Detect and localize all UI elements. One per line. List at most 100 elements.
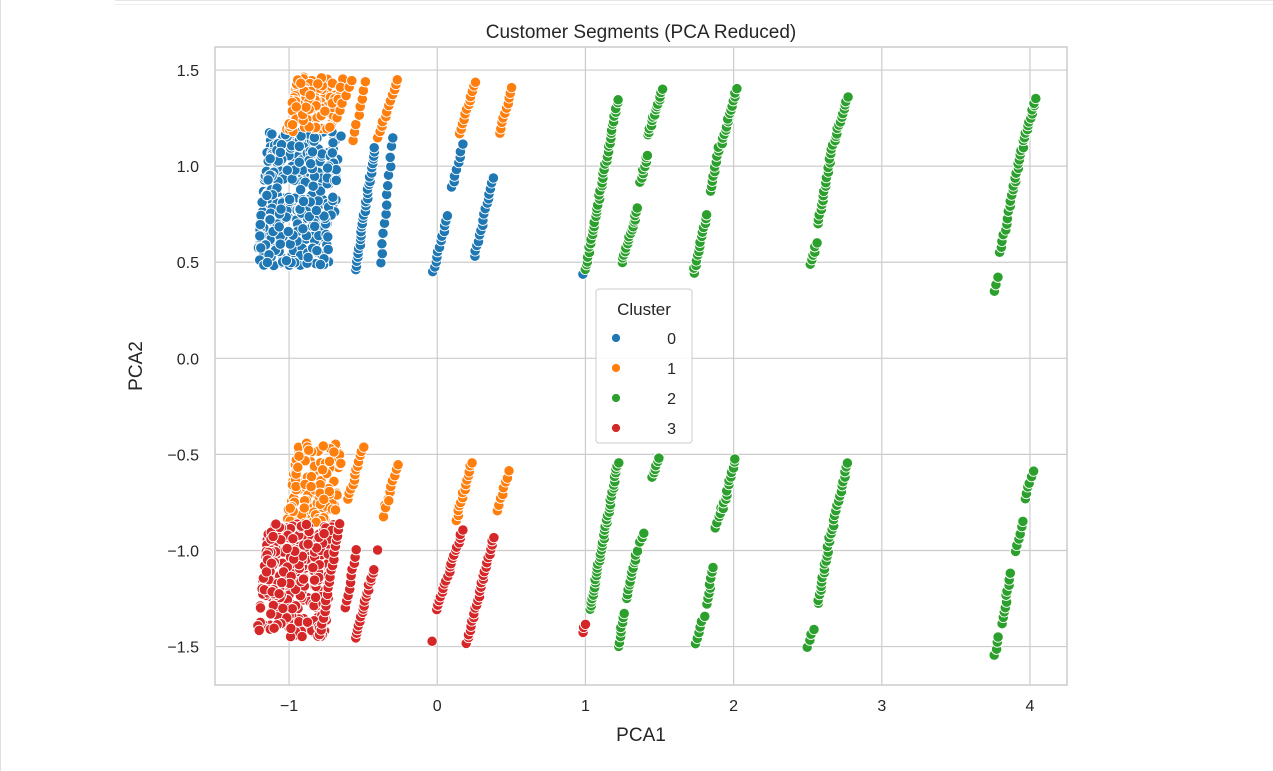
data-point-cluster-0 — [254, 218, 266, 231]
data-point-cluster-3 — [254, 602, 267, 614]
data-point-cluster-0 — [254, 230, 266, 242]
data-point-cluster-2 — [811, 237, 823, 249]
data-point-cluster-0 — [266, 128, 278, 140]
data-point-cluster-3 — [273, 588, 285, 600]
y-tick-label: 0.0 — [177, 351, 199, 368]
data-point-cluster-0 — [264, 153, 276, 165]
data-point-cluster-0 — [293, 140, 305, 153]
data-point-cluster-0 — [375, 257, 387, 269]
data-point-cluster-0 — [368, 142, 380, 154]
y-tick-label: 0.5 — [177, 255, 199, 272]
data-point-cluster-0 — [282, 225, 294, 238]
y-tick-label: −1.5 — [167, 640, 199, 657]
data-point-cluster-1 — [318, 493, 330, 506]
data-point-cluster-3 — [307, 561, 319, 574]
data-point-cluster-0 — [311, 244, 323, 257]
data-point-cluster-0 — [283, 193, 296, 206]
data-point-cluster-1 — [319, 105, 331, 117]
data-point-cluster-3 — [276, 576, 288, 589]
data-point-cluster-1 — [358, 441, 370, 453]
legend-box — [595, 288, 693, 444]
data-point-cluster-3 — [308, 574, 321, 586]
data-point-cluster-3 — [302, 538, 314, 550]
data-point-cluster-0 — [326, 147, 338, 159]
data-point-cluster-0 — [378, 217, 391, 229]
data-point-cluster-3 — [301, 616, 314, 628]
data-point-cluster-2 — [1017, 515, 1029, 528]
data-point-cluster-0 — [264, 214, 276, 226]
data-point-cluster-0 — [327, 191, 339, 203]
data-point-cluster-1 — [295, 77, 307, 89]
data-point-cluster-1 — [383, 495, 395, 507]
data-point-cluster-1 — [466, 457, 478, 469]
data-point-cluster-2 — [641, 149, 654, 162]
cell-left-border — [0, 0, 1, 771]
data-point-cluster-2 — [699, 610, 711, 623]
x-tick-label: 3 — [877, 698, 886, 715]
data-point-cluster-1 — [312, 78, 324, 90]
data-point-cluster-1 — [298, 502, 310, 514]
data-point-cluster-1 — [300, 101, 312, 113]
data-point-cluster-1 — [284, 502, 296, 514]
data-point-cluster-0 — [321, 162, 334, 174]
data-point-cluster-0 — [441, 210, 454, 222]
data-point-cluster-1 — [323, 455, 336, 468]
data-point-cluster-2 — [707, 561, 719, 574]
data-point-cluster-2 — [841, 457, 854, 469]
data-point-cluster-0 — [297, 223, 309, 235]
y-tick-label: 1.5 — [177, 63, 199, 80]
legend-label-3: 3 — [667, 421, 676, 438]
data-point-cluster-2 — [1004, 567, 1016, 579]
data-point-cluster-3 — [426, 635, 438, 647]
data-point-cluster-1 — [290, 101, 302, 113]
data-point-cluster-3 — [267, 530, 279, 543]
legend-marker-1 — [611, 363, 621, 373]
data-point-cluster-0 — [297, 195, 310, 208]
data-point-cluster-1 — [359, 76, 372, 88]
data-point-cluster-3 — [281, 542, 293, 555]
data-point-cluster-3 — [270, 518, 282, 530]
data-point-cluster-0 — [262, 174, 274, 186]
data-point-cluster-3 — [334, 518, 346, 530]
data-point-cluster-3 — [297, 573, 310, 585]
data-point-cluster-1 — [469, 76, 482, 88]
data-point-cluster-1 — [377, 511, 390, 523]
data-point-cluster-3 — [265, 557, 278, 569]
data-point-cluster-3 — [253, 624, 265, 637]
data-point-cluster-0 — [293, 156, 305, 168]
data-point-cluster-0 — [261, 256, 274, 269]
data-point-cluster-0 — [280, 255, 293, 267]
data-point-cluster-2 — [631, 202, 643, 214]
data-point-cluster-1 — [317, 440, 329, 452]
data-point-cluster-0 — [307, 180, 319, 192]
data-point-cluster-1 — [503, 465, 515, 477]
data-point-cluster-1 — [292, 461, 304, 473]
data-points — [252, 71, 1042, 661]
y-axis-ticks: −1.5 −1.0 −0.5 0.0 0.5 1.0 1.5 — [167, 63, 199, 657]
data-point-cluster-3 — [488, 531, 500, 544]
data-point-cluster-0 — [377, 227, 389, 239]
data-point-cluster-3 — [371, 544, 384, 556]
data-point-cluster-0 — [306, 146, 319, 158]
x-axis-ticks: −1 0 1 2 3 4 — [280, 698, 1035, 715]
data-point-cluster-2 — [638, 527, 650, 539]
data-point-cluster-2 — [653, 452, 665, 464]
data-point-cluster-2 — [729, 453, 741, 465]
data-point-cluster-2 — [613, 457, 625, 469]
data-point-cluster-1 — [323, 485, 336, 498]
data-point-cluster-3 — [265, 608, 277, 620]
data-point-cluster-2 — [992, 271, 1004, 283]
data-point-cluster-0 — [387, 132, 399, 144]
legend-marker-3 — [611, 423, 621, 433]
data-point-cluster-3 — [260, 566, 273, 578]
data-point-cluster-2 — [808, 623, 820, 636]
legend-marker-2 — [611, 393, 621, 403]
data-point-cluster-1 — [329, 504, 342, 516]
cell-top-border — [115, 0, 1273, 5]
data-point-cluster-1 — [293, 450, 305, 462]
y-tick-label: 1.0 — [177, 159, 199, 176]
legend: Cluster 0 1 2 3 — [595, 288, 693, 444]
data-point-cluster-1 — [316, 464, 329, 476]
data-point-cluster-1 — [324, 121, 336, 133]
data-point-cluster-3 — [309, 591, 322, 604]
